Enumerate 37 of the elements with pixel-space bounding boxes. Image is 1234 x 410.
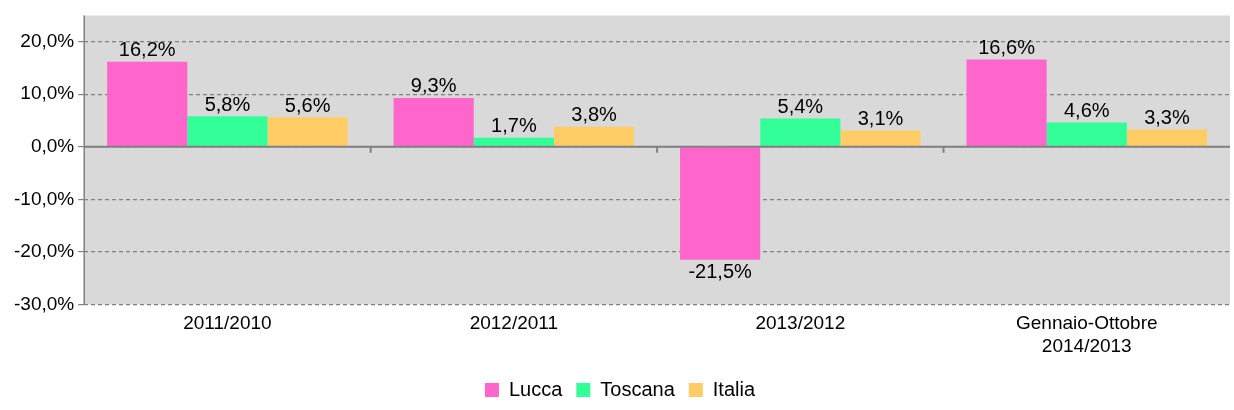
y-tick-label: 0,0% — [30, 135, 75, 156]
data-label: -21,5% — [688, 260, 753, 283]
data-label: 5,4% — [777, 94, 824, 117]
data-label: 9,3% — [410, 74, 457, 97]
data-label: 16,2% — [118, 38, 176, 61]
x-tick-label: 2011/2010 — [183, 312, 272, 334]
x-tick-label: Gennaio-Ottobre 2014/2013 — [1016, 312, 1158, 356]
bar — [393, 97, 474, 147]
legend-label: Lucca — [508, 377, 564, 400]
y-tick-label: 20,0% — [20, 29, 75, 51]
x-tick-label: 2013/2012 — [755, 312, 846, 334]
bar — [966, 59, 1047, 147]
data-label: 1,7% — [491, 114, 537, 137]
legend-label: Italia — [712, 377, 756, 400]
bar — [840, 130, 921, 147]
data-label: 3,3% — [1144, 105, 1190, 128]
legend-label: Toscana — [600, 377, 676, 400]
y-tick-label: -30,0% — [14, 292, 75, 314]
data-label: 3,8% — [571, 103, 618, 126]
y-tick-label: -20,0% — [14, 240, 75, 262]
data-label: 5,6% — [284, 93, 331, 116]
bar — [553, 126, 635, 147]
bar — [267, 117, 348, 147]
bar — [680, 147, 761, 260]
data-label: 3,1% — [857, 106, 904, 129]
bar — [760, 118, 841, 147]
y-tick-label: -10,0% — [14, 187, 75, 209]
bar — [1126, 129, 1208, 147]
bar — [187, 116, 268, 147]
data-label: 16,6% — [978, 36, 1036, 59]
y-tick-label: 10,0% — [20, 82, 75, 104]
bar — [107, 61, 188, 147]
x-tick-label: 2012/2011 — [469, 312, 559, 334]
data-label: 5,8% — [204, 92, 251, 115]
data-label: 4,6% — [1063, 99, 1110, 122]
bar — [473, 137, 554, 147]
bar — [1046, 122, 1127, 147]
